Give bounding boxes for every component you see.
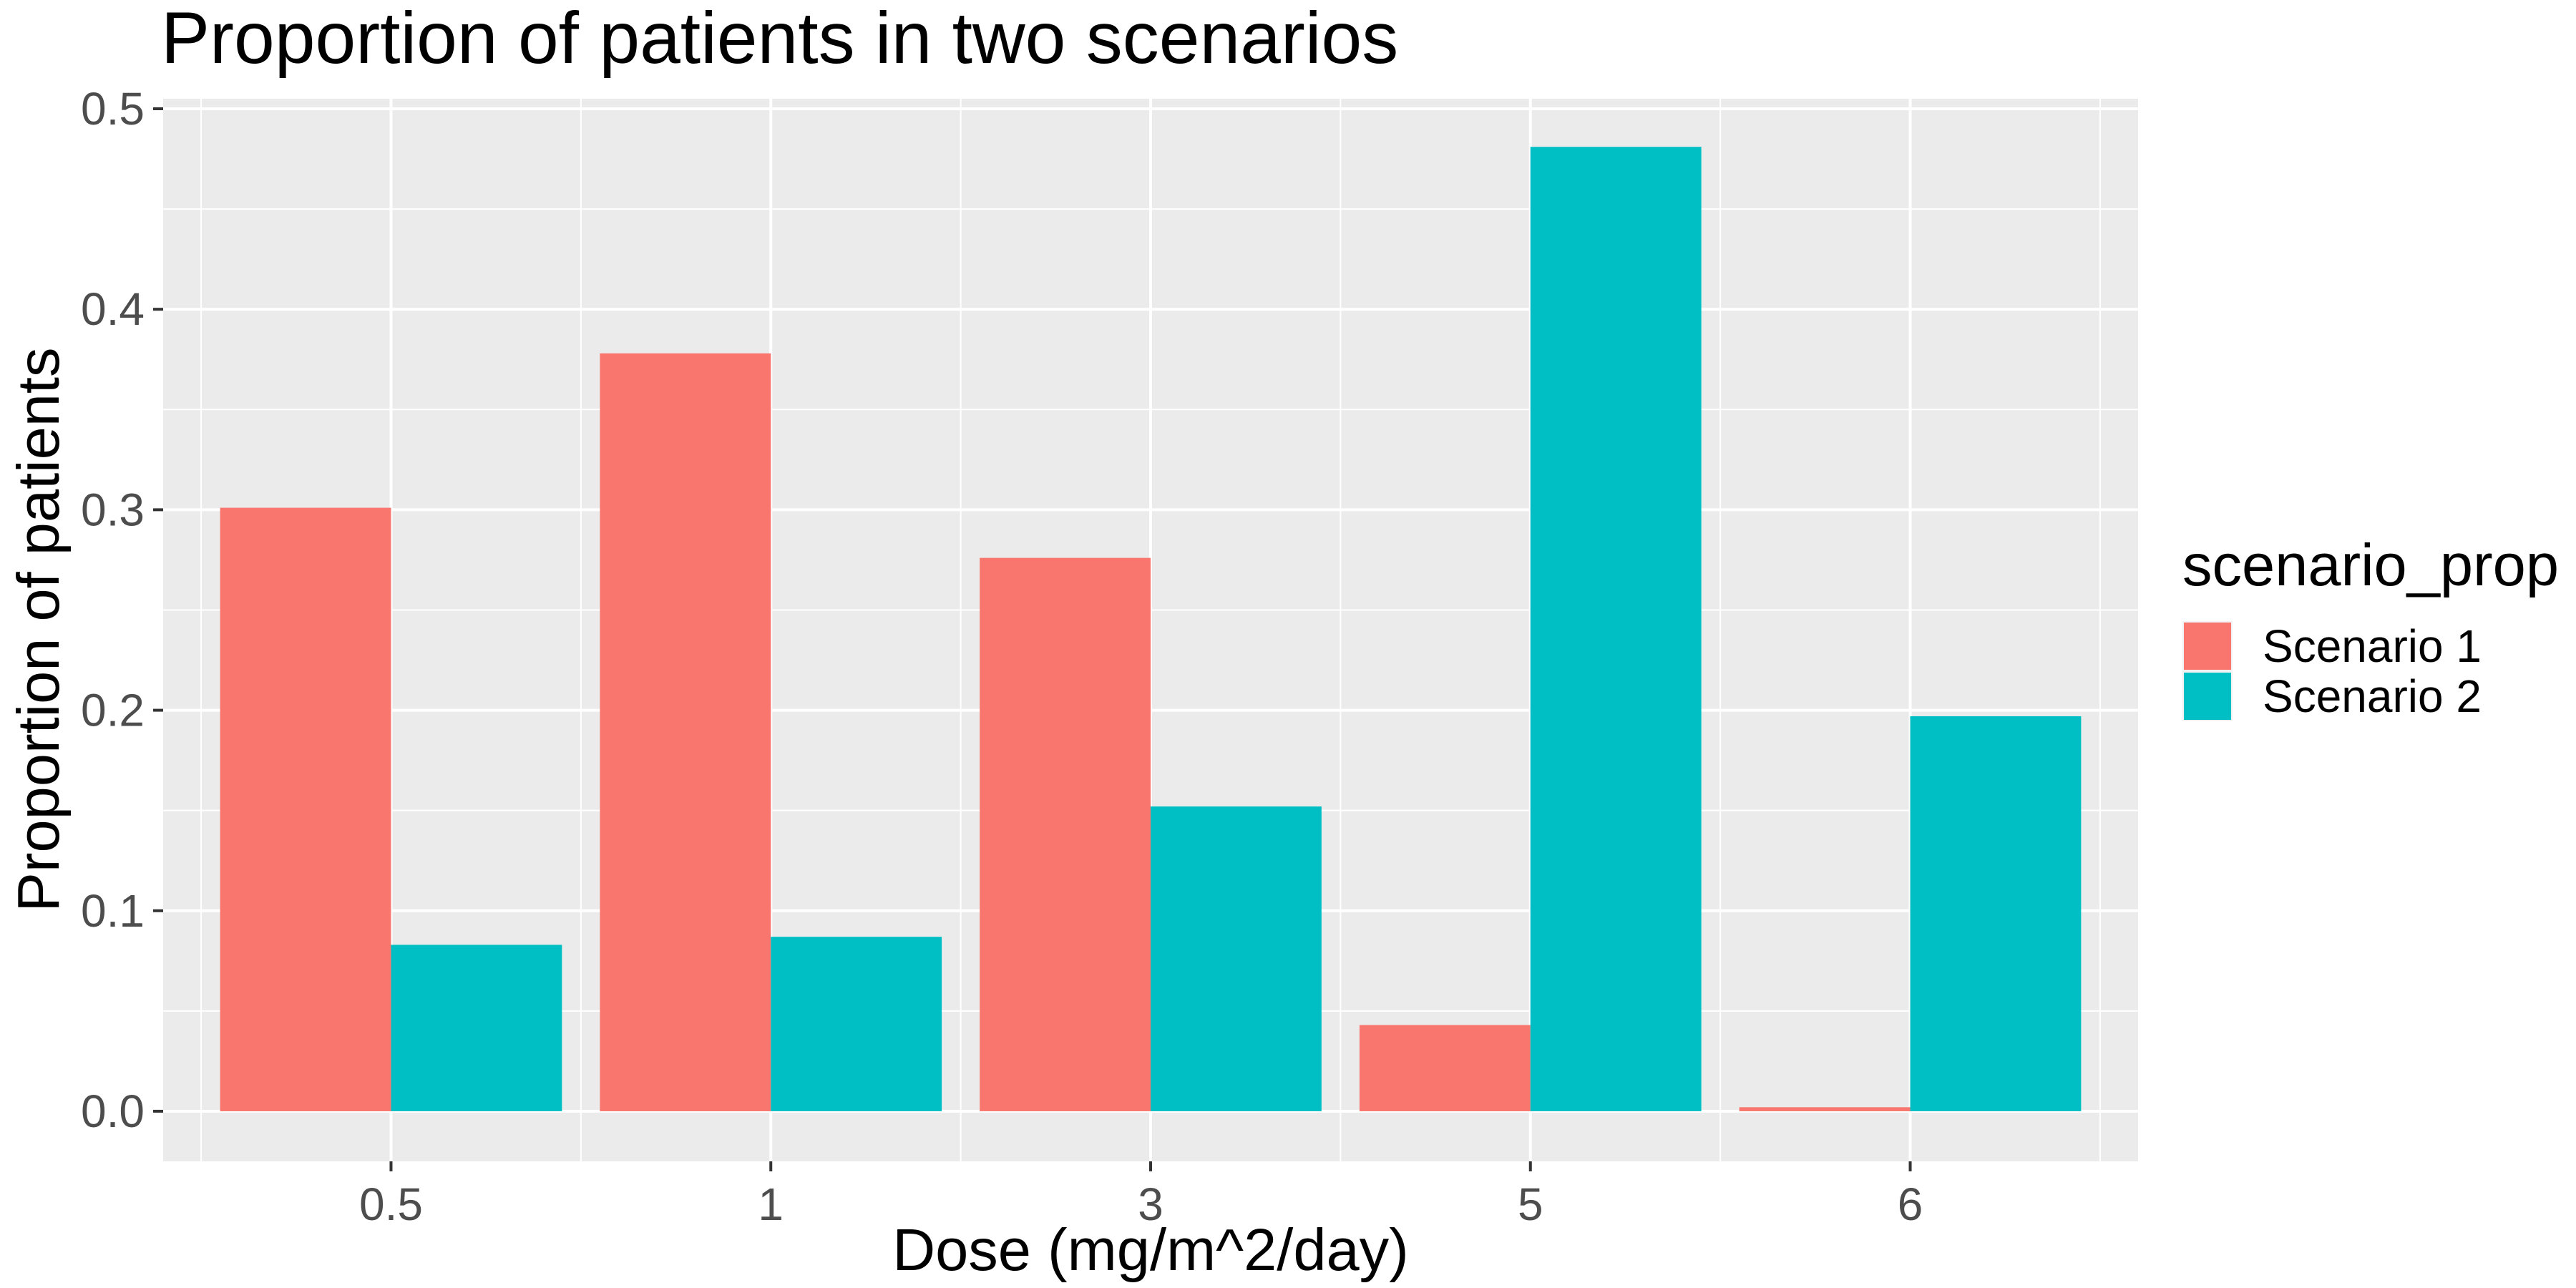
bar-scenario-1-5	[1359, 1025, 1531, 1111]
y-tick-label: 0.4	[81, 283, 145, 335]
y-tick-label: 0.1	[81, 885, 145, 937]
y-tick-label: 0.3	[81, 484, 145, 535]
x-axis: 0.5 1 3 5 6	[359, 1161, 1923, 1230]
legend-swatch	[2184, 673, 2231, 720]
y-tick-label: 0.2	[81, 685, 145, 736]
bar-scenario-2-0_5	[391, 945, 562, 1111]
x-tick-label: 5	[1518, 1179, 1543, 1230]
bar-scenario-2-6	[1910, 716, 2082, 1111]
bars	[220, 147, 2082, 1111]
x-tick-label: 0.5	[359, 1179, 423, 1230]
y-axis-title: Proportion of patients	[5, 348, 72, 912]
bar-scenario-2-1	[771, 937, 942, 1111]
legend-label: Scenario 1	[2263, 620, 2482, 672]
chart-title: Proportion of patients in two scenarios	[161, 0, 1398, 79]
bar-scenario-1-6	[1739, 1107, 1911, 1111]
x-axis-title: Dose (mg/m^2/day)	[892, 1216, 1409, 1283]
bar-scenario-1-0_5	[220, 507, 391, 1111]
x-tick-label: 3	[1138, 1179, 1163, 1230]
y-axis: 0.0 0.1 0.2 0.3 0.4 0.5	[81, 83, 163, 1137]
y-tick-label: 0.0	[81, 1085, 145, 1137]
legend-label: Scenario 2	[2263, 670, 2482, 722]
x-tick-label: 6	[1898, 1179, 1923, 1230]
bar-scenario-1-3	[980, 557, 1151, 1111]
y-tick-label: 0.5	[81, 83, 145, 135]
bar-scenario-2-3	[1151, 806, 1322, 1111]
bar-scenario-1-1	[600, 353, 771, 1111]
bar-scenario-2-5	[1530, 147, 1702, 1111]
legend-swatch	[2184, 623, 2231, 670]
x-tick-label: 1	[758, 1179, 784, 1230]
legend-title: scenario_prop	[2182, 532, 2559, 598]
